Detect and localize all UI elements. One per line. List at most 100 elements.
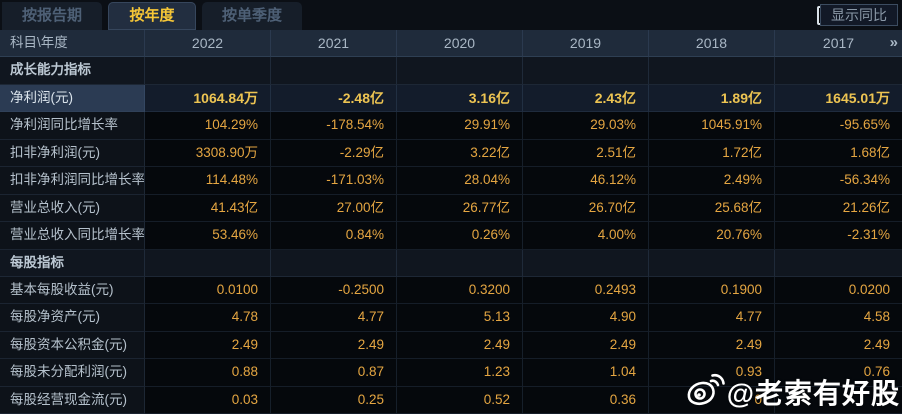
value-cell: 2.49 [523, 331, 649, 360]
value-cell: 4.58 [775, 304, 902, 332]
tab-annual[interactable]: 按年度 [108, 2, 196, 30]
value-cell: 3308.90万 [145, 139, 271, 168]
value-cell: 2.51亿 [523, 139, 649, 168]
value-cell: 2.49 [145, 331, 271, 360]
value-cell: 2.49% [649, 167, 775, 195]
value-cell: 29.91% [397, 112, 523, 140]
value-cell [397, 249, 523, 277]
value-cell: 20.76% [649, 222, 775, 250]
table-row[interactable]: 基本每股收益(元) 0.0100 -0.2500 0.3200 0.2493 0.1900… [0, 276, 902, 305]
tab-report-period[interactable]: 按报告期 [2, 2, 102, 30]
value-cell: 4.00% [523, 222, 649, 250]
table-row[interactable]: 净利润同比增长率 104.29% -178.54% 29.91% 29.03% 1045.… [0, 112, 902, 140]
table-row[interactable]: 每股净资产(元) 4.78 4.77 5.13 4.90 4.77 4.58 [0, 304, 902, 332]
value-cell: 0.1900 [649, 276, 775, 305]
value-cell: -0.2500 [271, 276, 397, 305]
year-header-2021: 2021 [271, 30, 397, 58]
value-cell: 26.77亿 [397, 194, 523, 223]
value-cell: 25.68亿 [649, 194, 775, 223]
value-cell: 0.84% [271, 222, 397, 250]
value-cell [523, 57, 649, 85]
tab-bar: 按报告期 按年度 按单季度 显示同比 [0, 0, 902, 30]
value-cell: 27.00亿 [271, 194, 397, 223]
show-yoy-label-button[interactable]: 显示同比 [820, 4, 898, 26]
row-label: 营业总收入同比增长率 [0, 222, 145, 250]
table-row[interactable]: 扣非净利润(元) 3308.90万 -2.29亿 3.22亿 2.51亿 1.72亿 1.6… [0, 139, 902, 168]
value-cell: 2.43亿 [523, 84, 649, 113]
value-cell: -2.29亿 [271, 139, 397, 168]
section-row: 每股指标 [0, 249, 902, 277]
value-cell: 26.70亿 [523, 194, 649, 223]
table-header-row: 科目\年度 2022 2021 2020 2019 2018 2017» [0, 30, 902, 58]
table-row[interactable]: 净利润(元) 1064.84万 -2.48亿 3.16亿 2.43亿 1.89亿 1645.… [0, 84, 902, 113]
value-cell: -2.31% [775, 222, 902, 250]
value-cell: 1645.01万 [775, 84, 902, 113]
value-cell: 2.49 [397, 331, 523, 360]
value-cell [649, 57, 775, 85]
row-label: 营业总收入(元) [0, 194, 145, 223]
value-cell [775, 249, 902, 277]
row-label: 成长能力指标 [0, 57, 145, 85]
value-cell [775, 386, 902, 414]
value-cell: 4.77 [271, 304, 397, 332]
value-cell: 1064.84万 [145, 84, 271, 113]
value-cell: 0.0100 [145, 276, 271, 305]
value-cell: 5.13 [397, 304, 523, 332]
value-cell [271, 57, 397, 85]
table-row[interactable]: 营业总收入同比增长率 53.46% 0.84% 0.26% 4.00% 20.76% -2.… [0, 222, 902, 250]
row-label: 净利润同比增长率 [0, 112, 145, 140]
row-label: 扣非净利润(元) [0, 139, 145, 168]
row-label: 每股净资产(元) [0, 304, 145, 332]
more-years-chevron-icon[interactable]: » [889, 34, 898, 51]
year-header-2020: 2020 [397, 30, 523, 58]
corner-header-cell: 科目\年度 [0, 30, 145, 58]
row-label: 净利润(元) [0, 84, 145, 113]
table-row[interactable]: 每股未分配利润(元) 0.88 0.87 1.23 1.04 0.93 0.76 [0, 359, 902, 387]
value-cell [145, 249, 271, 277]
table-row[interactable]: 每股经营现金流(元) 0.03 0.25 0.52 0.36 0 [0, 386, 902, 414]
value-cell [775, 57, 902, 85]
value-cell: 0.0200 [775, 276, 902, 305]
value-cell: 0.87 [271, 359, 397, 387]
value-cell [523, 249, 649, 277]
value-cell: 4.90 [523, 304, 649, 332]
value-cell: 0 [649, 386, 775, 414]
value-cell: 0.52 [397, 386, 523, 414]
value-cell: 1.89亿 [649, 84, 775, 113]
value-cell: 4.77 [649, 304, 775, 332]
value-cell: -56.34% [775, 167, 902, 195]
value-cell: 0.88 [145, 359, 271, 387]
value-cell: 1.04 [523, 359, 649, 387]
year-header-2018: 2018 [649, 30, 775, 58]
value-cell: -171.03% [271, 167, 397, 195]
value-cell [397, 57, 523, 85]
table-row[interactable]: 扣非净利润同比增长率 114.48% -171.03% 28.04% 46.12% 2.4… [0, 167, 902, 195]
value-cell: 0.25 [271, 386, 397, 414]
table-row[interactable]: 营业总收入(元) 41.43亿 27.00亿 26.77亿 26.70亿 25.68亿 21… [0, 194, 902, 223]
value-cell: 0.36 [523, 386, 649, 414]
value-cell: 1045.91% [649, 112, 775, 140]
year-header-2019: 2019 [523, 30, 649, 58]
value-cell: 2.49 [649, 331, 775, 360]
value-cell: 28.04% [397, 167, 523, 195]
value-cell: 1.68亿 [775, 139, 902, 168]
value-cell: 4.78 [145, 304, 271, 332]
value-cell: 1.72亿 [649, 139, 775, 168]
year-header-2017: 2017» [775, 30, 902, 58]
value-cell [649, 249, 775, 277]
value-cell: 104.29% [145, 112, 271, 140]
value-cell: 0.93 [649, 359, 775, 387]
year-header-2022: 2022 [145, 30, 271, 58]
value-cell: 0.76 [775, 359, 902, 387]
row-label: 每股经营现金流(元) [0, 386, 145, 414]
value-cell: -95.65% [775, 112, 902, 140]
section-row: 成长能力指标 [0, 57, 902, 85]
value-cell: 3.16亿 [397, 84, 523, 113]
value-cell [271, 249, 397, 277]
value-cell: 0.3200 [397, 276, 523, 305]
value-cell: 2.49 [775, 331, 902, 360]
tab-quarterly[interactable]: 按单季度 [202, 2, 302, 30]
value-cell: 41.43亿 [145, 194, 271, 223]
table-row[interactable]: 每股资本公积金(元) 2.49 2.49 2.49 2.49 2.49 2.49 [0, 331, 902, 360]
